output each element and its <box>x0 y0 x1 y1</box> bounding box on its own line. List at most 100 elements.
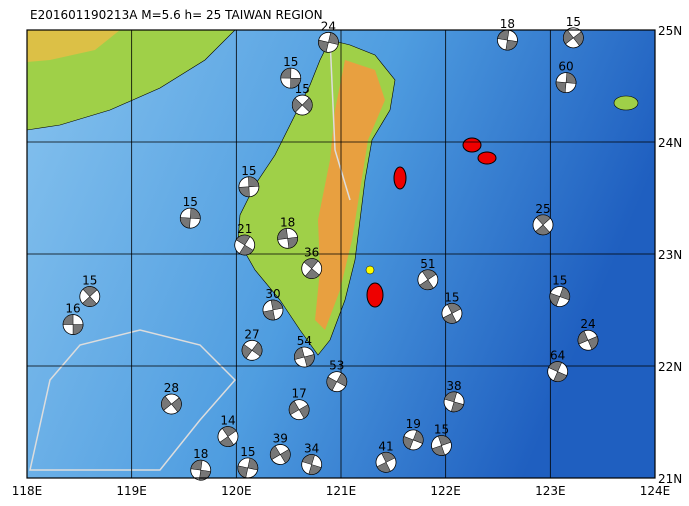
depth-label: 17 <box>291 387 306 401</box>
y-tick-label: 23N <box>658 248 682 262</box>
beachball <box>217 426 239 447</box>
beachball-quadrant <box>301 454 322 475</box>
depth-label: 36 <box>304 246 319 260</box>
depth-label: 15 <box>241 164 256 178</box>
beachball-quadrant <box>431 435 452 456</box>
depth-label: 41 <box>378 439 393 453</box>
beachball <box>262 299 284 321</box>
x-tick-label: 119E <box>116 484 147 498</box>
y-tick-label: 24N <box>658 136 682 150</box>
beachball <box>318 31 339 53</box>
beachball <box>237 457 259 479</box>
beachball <box>577 329 599 351</box>
beachball-quadrant <box>318 32 339 53</box>
beachball <box>280 67 302 89</box>
depth-label: 27 <box>244 327 259 341</box>
beachball <box>441 302 463 324</box>
beachball <box>288 399 310 421</box>
depth-label: 16 <box>65 302 80 316</box>
x-tick-label: 122E <box>430 484 461 498</box>
depth-label: 15 <box>183 195 198 209</box>
beachball <box>291 94 313 116</box>
beachball <box>402 429 424 451</box>
depth-label: 24 <box>580 317 595 331</box>
beachball-quadrant <box>326 372 348 391</box>
beachball-quadrant <box>403 430 424 450</box>
depth-label: 15 <box>444 290 459 304</box>
depth-label: 15 <box>240 445 255 459</box>
depth-label: 25 <box>535 202 550 216</box>
beachball <box>417 269 439 291</box>
beachball <box>549 286 571 307</box>
beachball-quadrant <box>303 258 320 279</box>
beachball-quadrant <box>270 445 291 464</box>
beachball <box>555 72 577 94</box>
beachball-quadrant <box>262 299 284 321</box>
beachball-quadrant <box>277 228 298 249</box>
beachball-quadrant <box>444 391 464 413</box>
beachball <box>301 454 323 475</box>
beachball-quadrant <box>82 286 98 307</box>
beachball <box>277 227 299 249</box>
beachball-quadrant <box>577 330 599 350</box>
beachball <box>431 435 452 456</box>
beachball <box>161 393 182 415</box>
beachball-quadrant <box>62 314 84 335</box>
beachball-quadrant <box>235 234 254 256</box>
depth-label: 60 <box>558 60 573 74</box>
depth-label: 14 <box>220 414 235 428</box>
map-title: E201601190213A M=5.6 h= 25 TAIWAN REGION <box>30 8 323 22</box>
beachball <box>79 286 101 307</box>
depth-label: 21 <box>237 222 252 236</box>
beachball-quadrant <box>535 214 551 236</box>
depth-label: 51 <box>420 257 435 271</box>
beachball <box>443 391 465 413</box>
beachball-quadrant <box>219 426 237 447</box>
depth-label: 15 <box>283 55 298 69</box>
depth-label: 28 <box>164 381 179 395</box>
beachball-quadrant <box>442 303 462 324</box>
beachball <box>190 459 212 481</box>
depth-label: 15 <box>552 274 567 288</box>
y-tick-label: 21N <box>658 472 682 486</box>
beachball <box>269 444 291 465</box>
depth-label: 38 <box>446 379 461 393</box>
beachball-quadrant <box>419 269 437 290</box>
x-tick-label: 124E <box>640 484 671 498</box>
beachball <box>241 339 263 361</box>
depth-label: 64 <box>550 349 565 363</box>
beachball <box>293 346 315 368</box>
beachball-quadrant <box>288 400 310 419</box>
beachball <box>179 207 201 229</box>
depth-label: 15 <box>295 82 310 96</box>
depth-label: 39 <box>273 431 288 445</box>
beachball-quadrant <box>548 361 568 382</box>
beachball-quadrant <box>555 72 577 93</box>
x-tick-label: 120E <box>221 484 252 498</box>
depth-label: 30 <box>265 287 280 301</box>
x-tick-label: 118E <box>12 484 43 498</box>
y-tick-label: 25N <box>658 24 682 38</box>
beachball <box>301 258 323 279</box>
beachball-quadrant <box>180 207 201 229</box>
beachball-quadrant <box>280 67 302 89</box>
depth-label: 15 <box>82 274 97 288</box>
frame <box>26 29 656 479</box>
beachball <box>547 361 569 383</box>
depth-label: 24 <box>321 19 336 33</box>
beachball-quadrant <box>549 286 570 307</box>
x-tick-label: 121E <box>326 484 357 498</box>
events: 1615152818141539381515246415535421302718… <box>62 15 599 481</box>
depth-label: 15 <box>566 15 581 29</box>
beachball <box>562 27 584 49</box>
x-tick-label: 123E <box>535 484 566 498</box>
beachball-quadrant <box>241 341 263 359</box>
beachball <box>326 371 348 393</box>
depth-label: 18 <box>500 17 515 31</box>
beachball <box>62 314 84 335</box>
beachball <box>532 214 554 236</box>
depth-label: 18 <box>280 215 295 229</box>
beachball <box>375 451 397 473</box>
beachball-quadrant <box>376 452 396 473</box>
